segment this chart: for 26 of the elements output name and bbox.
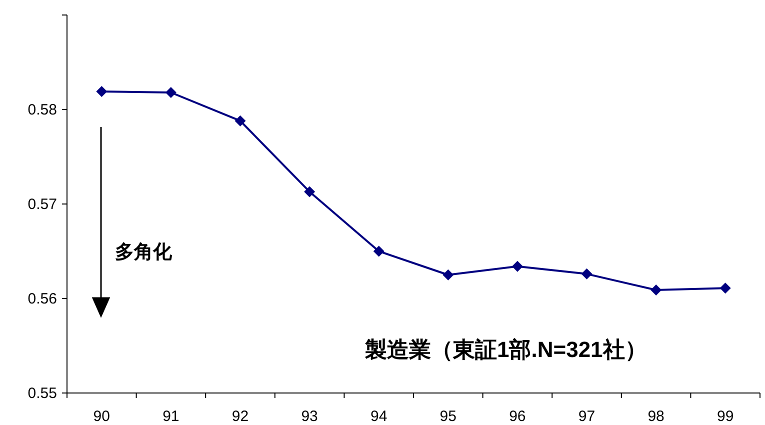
y-tick-label: 0.58 [28,102,57,118]
x-tick-label: 97 [578,408,596,425]
y-tick-label: 0.56 [28,290,57,308]
point [165,86,176,98]
y-tick-label: 0.55 [28,385,57,402]
point [373,246,384,257]
annotation: 製造業（東証1部.N=321社） [364,337,647,362]
x-tick-label: 99 [717,408,734,425]
point [720,282,731,294]
point [581,268,592,280]
point [442,269,454,280]
x-tick-label: 91 [162,408,180,425]
point [512,260,523,272]
x-tick-label: 93 [301,408,318,425]
point [650,284,662,296]
x-tick-label: 92 [232,408,249,425]
x-tick-label: 98 [648,408,664,425]
x-tick-label: 96 [509,408,526,425]
y-tick-label: 0.57 [28,196,57,213]
point [234,115,246,126]
point [96,86,108,98]
annotation: 多角化 [115,242,173,263]
point [304,186,316,198]
x-tick-label: 90 [93,408,110,425]
x-tick-label: 94 [370,408,388,425]
x-tick-label: 95 [440,408,456,425]
